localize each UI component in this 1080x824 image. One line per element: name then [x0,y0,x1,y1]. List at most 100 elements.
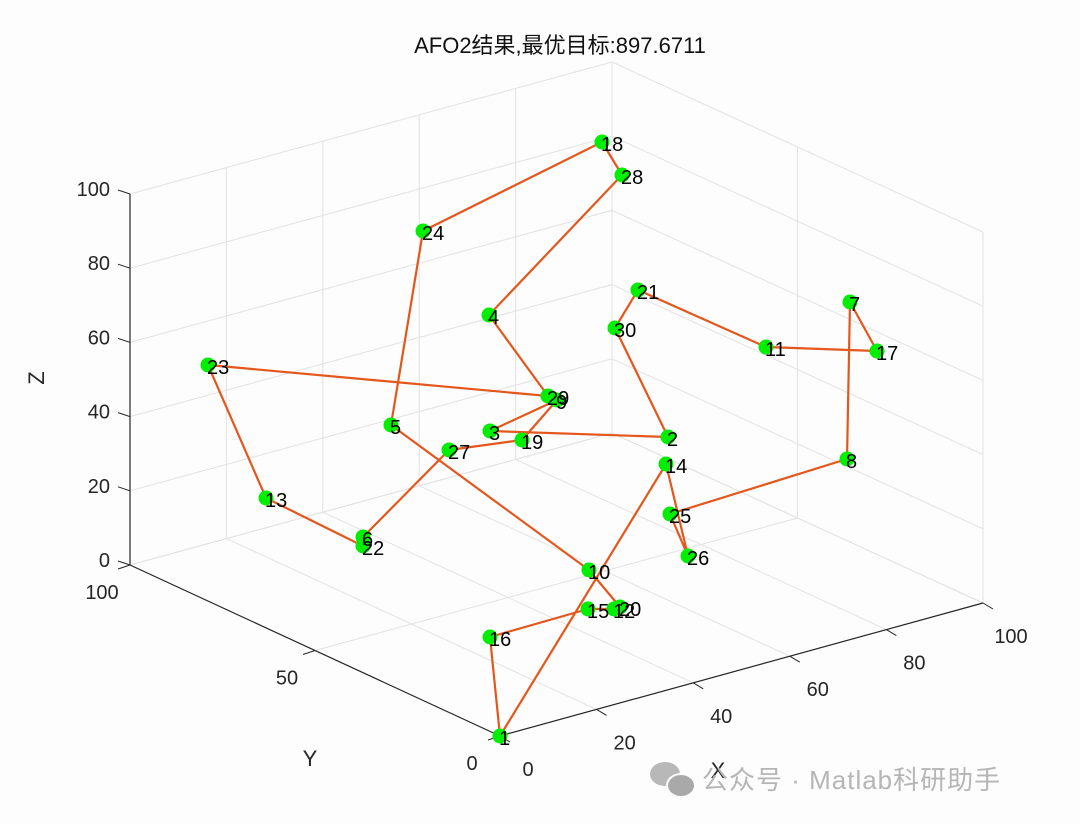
city-marker [614,167,630,183]
x-tick [692,682,704,690]
city-label: 15 [587,601,609,623]
city-label: 2 [667,429,678,451]
x-tick [982,602,994,610]
city-label: 17 [876,343,898,365]
city-label: 7 [849,294,860,316]
city-marker [482,629,498,645]
city-marker [612,599,628,615]
city-label: 12 [613,601,635,623]
city-marker [481,307,497,323]
grid-line [314,517,798,651]
city-marker [580,601,596,617]
city-label: 25 [669,506,691,528]
city-label: 9 [556,392,567,414]
city-marker [660,429,676,445]
grid-line [611,209,984,381]
x-axis-label: X [711,758,726,783]
x-tick [886,629,897,637]
city-marker [842,294,858,310]
city-label: 21 [637,282,659,304]
city-marker [680,548,696,564]
grid-line [129,284,613,418]
y-axis-label: Y [303,746,318,771]
grid-line [129,358,613,492]
city-label: 28 [621,167,643,189]
city-label: 18 [601,134,623,156]
city-label: 1 [499,728,510,750]
city-label: 24 [422,223,444,245]
city-label: 22 [362,538,384,560]
z-tick-label: 0 [99,550,110,572]
city-marker [581,562,597,578]
city-label: 19 [521,432,543,454]
y-tick-label: 100 [85,582,118,604]
z-tick-label: 40 [88,402,110,424]
z-tick-label: 80 [88,253,110,275]
city-label: 30 [614,320,636,342]
grid-line [129,135,613,269]
z-tick [117,560,131,566]
y-tick-label: 50 [276,668,298,690]
city-marker [839,451,855,467]
city-marker [383,417,399,433]
city-marker [658,456,674,472]
z-tick [117,486,131,492]
city-label: 16 [489,629,511,651]
watermark: 公众号 · Matlab科研助手 [650,760,1001,798]
z-tick-label: 100 [77,179,110,201]
z-tick [117,189,131,195]
city-label: 27 [448,442,470,464]
y-tick-label: 0 [466,753,477,775]
city-label: 5 [390,417,401,439]
city-marker [200,357,216,373]
city-label: 8 [846,451,857,473]
city-marker [441,442,457,458]
z-axis-label: Z [24,371,49,384]
z-tick-label: 60 [88,327,110,349]
x-tick-label: 60 [807,679,829,701]
wechat-icon [650,761,696,798]
city-label: 20 [619,599,641,621]
z-tick-label: 20 [88,476,110,498]
x-tick-label: 0 [522,759,533,781]
x-axis-line [499,602,984,737]
city-marker [258,490,274,506]
city-label: 26 [687,548,709,570]
x-tick-label: 20 [613,732,635,754]
grid-line [611,61,984,233]
x-tick-label: 100 [994,626,1027,648]
city-marker [607,320,623,336]
city-marker [355,538,371,554]
z-tick [117,337,131,343]
y-tick [302,650,316,655]
city-marker [662,506,678,522]
city-label: 10 [588,562,610,584]
grid-line [611,284,984,456]
city-label: 11 [765,339,786,361]
city-label: 23 [207,357,229,379]
city-marker [540,388,556,404]
z-tick [117,263,131,269]
grid-line [129,61,613,195]
y-tick [117,564,131,570]
grid-line [611,135,984,307]
city-marker [630,282,646,298]
city-marker [415,223,431,239]
city-marker [869,343,885,359]
x-tick [596,708,607,716]
z-tick [117,412,131,418]
city-label: 14 [665,456,687,478]
city-marker [514,432,530,448]
grid-line [129,432,613,566]
chart-title: AFO2结果,最优目标:897.6711 [414,33,706,58]
city-label: 6 [362,529,373,551]
grid-line [611,432,984,604]
city-label: 29 [547,388,569,410]
grid-line [611,358,984,530]
city-marker [758,339,774,355]
city-marker [492,728,508,744]
city-marker [594,134,610,150]
city-label: 4 [488,307,499,329]
